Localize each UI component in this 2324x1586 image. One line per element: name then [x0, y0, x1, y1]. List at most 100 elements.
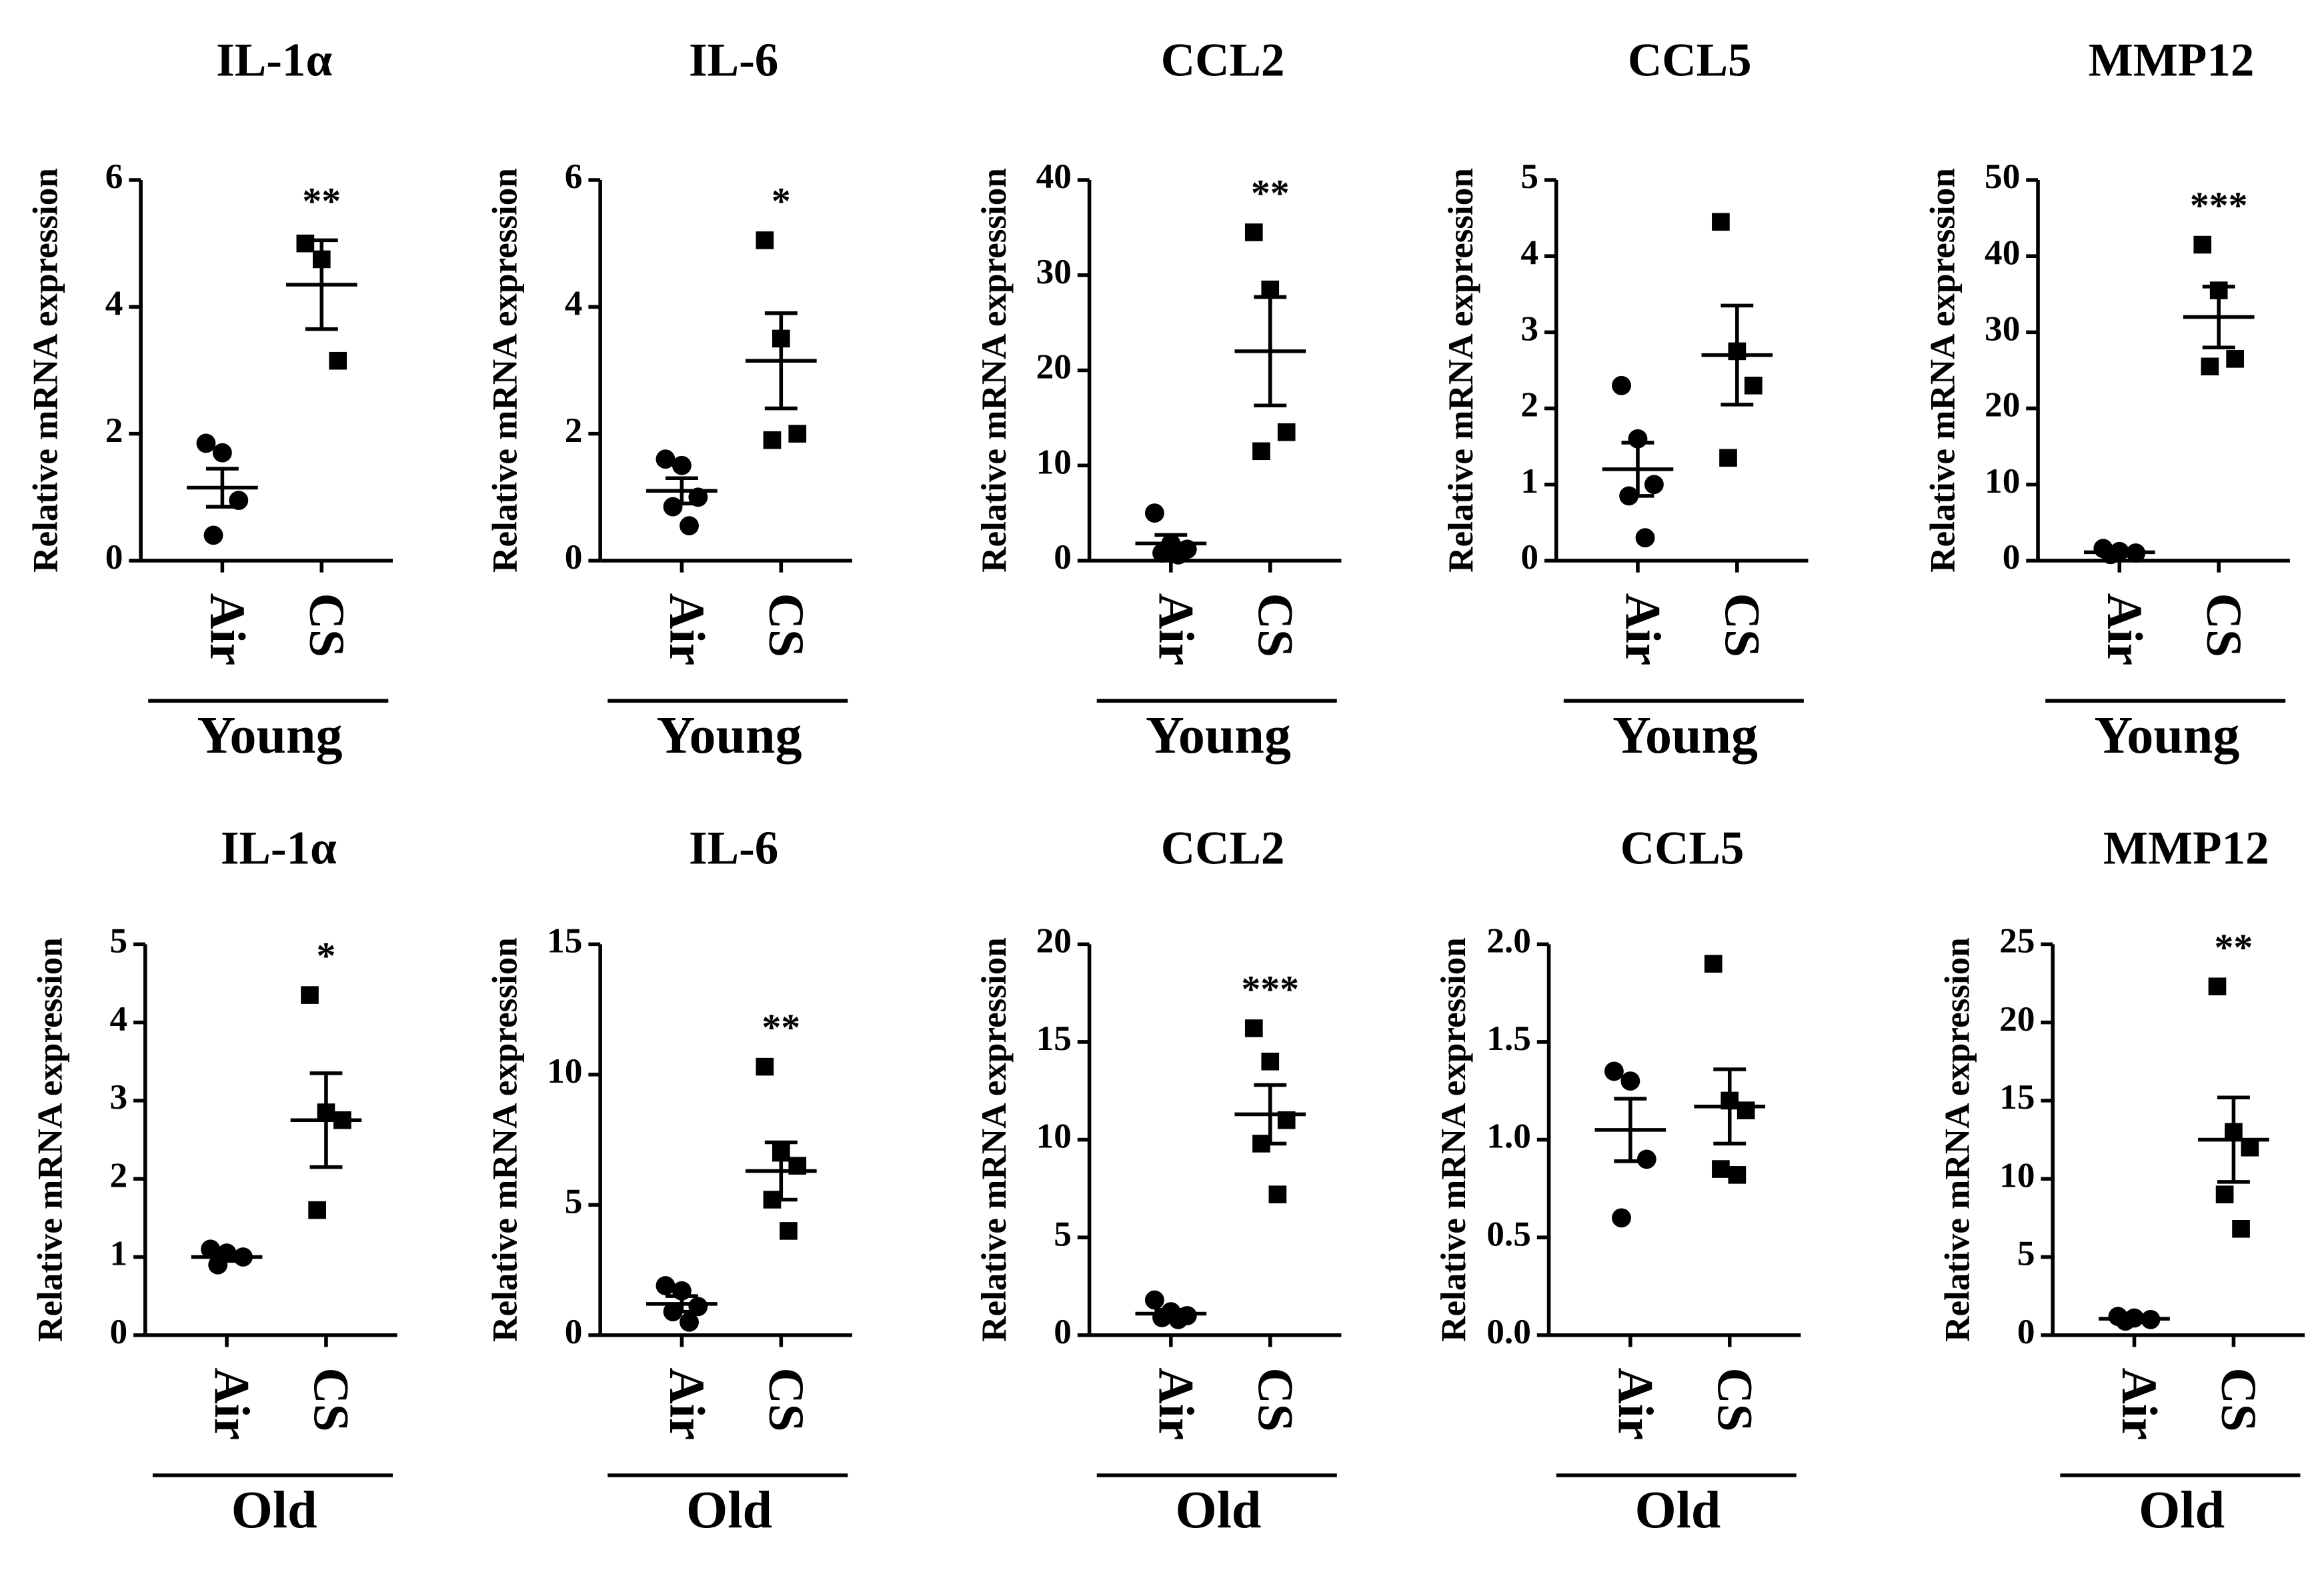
y-tick-label: 4: [109, 999, 127, 1039]
data-point: [1612, 1208, 1631, 1228]
x-tick-label: Air: [1148, 1367, 1203, 1440]
x-tick-label: Air: [1148, 593, 1203, 666]
data-point: [1736, 1101, 1755, 1119]
data-point: [788, 425, 807, 443]
y-tick-label: 1: [1520, 461, 1538, 501]
x-tick-label: Air: [199, 593, 255, 666]
group-label: Old: [231, 1481, 317, 1539]
y-tick-label: 2.0: [1486, 921, 1531, 961]
data-point: [308, 1201, 326, 1219]
y-tick-label: 30: [1985, 309, 2020, 349]
x-tick-label: Air: [204, 1367, 259, 1440]
y-tick-label: 2: [1520, 385, 1538, 425]
y-tick-label: 30: [1036, 252, 1072, 291]
panel: IL-1α Relative mRNA expression 0 2 4 6 Air CS **…: [25, 35, 393, 765]
y-axis-label: Relative mRNA expression: [485, 168, 524, 573]
y-axis-label: Relative mRNA expression: [1434, 937, 1473, 1342]
data-point: [1728, 1166, 1747, 1184]
x-tick-label: CS: [2196, 593, 2251, 657]
significance: **: [762, 1007, 800, 1049]
y-tick-label: 0: [2017, 1312, 2035, 1351]
y-tick-label: 0: [1054, 1312, 1072, 1351]
x-tick-label: CS: [2211, 1367, 2266, 1431]
group-label: Young: [657, 706, 802, 765]
x-tick-label: Air: [2111, 1367, 2167, 1440]
data-point: [1252, 442, 1270, 461]
panel-title: IL-1α: [221, 823, 337, 875]
data-point: [296, 234, 315, 253]
y-tick-label: 4: [1520, 233, 1538, 272]
y-tick-label: 0: [2003, 537, 2021, 577]
y-axis-label: Relative mRNA expression: [485, 937, 524, 1342]
y-tick-label: 10: [1999, 1155, 2035, 1195]
data-point: [203, 525, 223, 545]
y-tick-label: 0: [105, 537, 123, 577]
panel: CCL5 Relative mRNA expression 0 1 2 3 4 5 Air CS Y…: [1441, 35, 1809, 765]
y-tick-label: 40: [1985, 233, 2020, 272]
y-tick-label: 5: [1520, 157, 1538, 196]
y-tick-label: 40: [1036, 157, 1072, 196]
x-tick-label: CS: [1247, 593, 1302, 657]
y-tick-label: 0: [109, 1312, 127, 1351]
significance: ***: [1241, 969, 1299, 1011]
x-tick-label: Air: [2097, 593, 2152, 666]
y-axis-label: Relative mRNA expression: [1923, 168, 1962, 573]
y-axis-label: Relative mRNA expression: [1441, 168, 1480, 573]
panel-title: IL-1α: [216, 35, 332, 87]
y-tick-label: 1.5: [1486, 1019, 1531, 1058]
data-point: [1744, 377, 1763, 395]
y-tick-label: 6: [105, 157, 123, 196]
y-tick-label: 25: [1999, 921, 2035, 961]
y-axis-label: Relative mRNA expression: [30, 937, 69, 1342]
data-point: [1168, 545, 1188, 565]
data-point: [656, 449, 676, 469]
x-tick-label: Air: [1607, 1367, 1662, 1440]
y-tick-label: 20: [1999, 999, 2035, 1039]
data-point: [1712, 213, 1730, 231]
y-tick-label: 3: [109, 1077, 127, 1117]
y-tick-label: 10: [1985, 461, 2020, 501]
y-tick-label: 15: [547, 921, 582, 961]
group-label: Old: [2139, 1481, 2225, 1539]
data-point: [1719, 449, 1737, 467]
data-point: [1604, 1061, 1624, 1081]
y-axis-label: Relative mRNA expression: [974, 168, 1014, 573]
y-axis-label: Relative mRNA expression: [974, 937, 1014, 1342]
y-tick-label: 20: [1036, 347, 1072, 387]
data-point: [1244, 223, 1263, 241]
data-point: [680, 516, 699, 535]
x-tick-label: Air: [659, 593, 714, 666]
y-tick-label: 6: [565, 157, 583, 196]
y-tick-label: 4: [105, 284, 123, 323]
panel-title: CCL2: [1161, 35, 1285, 87]
panel: CCL2 Relative mRNA expression 0 5 10 15 20 Air C…: [974, 823, 1342, 1539]
data-point: [1261, 1052, 1280, 1071]
y-tick-label: 1: [109, 1234, 127, 1273]
y-tick-label: 0.0: [1486, 1312, 1531, 1351]
y-tick-label: 2: [105, 411, 123, 450]
data-point: [2226, 350, 2244, 368]
significance: **: [302, 181, 341, 223]
x-tick-label: Air: [1615, 593, 1670, 666]
data-point: [672, 455, 692, 475]
y-tick-label: 20: [1985, 385, 2020, 425]
panel-title: CCL5: [1620, 823, 1745, 875]
panel: CCL2 Relative mRNA expression 0 10 20 30 40 Air…: [974, 35, 1342, 765]
panel-title: MMP12: [2103, 823, 2269, 875]
y-tick-label: 3: [1520, 309, 1538, 349]
data-point: [780, 1222, 798, 1240]
y-tick-label: 5: [1054, 1214, 1072, 1253]
data-point: [2215, 1185, 2234, 1203]
group-label: Young: [1146, 706, 1291, 765]
y-tick-label: 5: [565, 1182, 583, 1221]
group-label: Young: [2094, 706, 2239, 765]
x-tick-label: CS: [1706, 1367, 1762, 1431]
x-tick-label: Air: [659, 1367, 714, 1440]
panel: IL-6 Relative mRNA expression 0 2 4 6 Air CS * Yo…: [485, 35, 852, 765]
data-point: [329, 351, 347, 370]
panel: MMP12 Relative mRNA expression 0 10 20 30 40 50…: [1923, 35, 2290, 765]
y-tick-label: 0: [1520, 537, 1538, 577]
y-tick-label: 0: [565, 537, 583, 577]
data-point: [301, 986, 319, 1004]
significance: ***: [2190, 185, 2248, 227]
